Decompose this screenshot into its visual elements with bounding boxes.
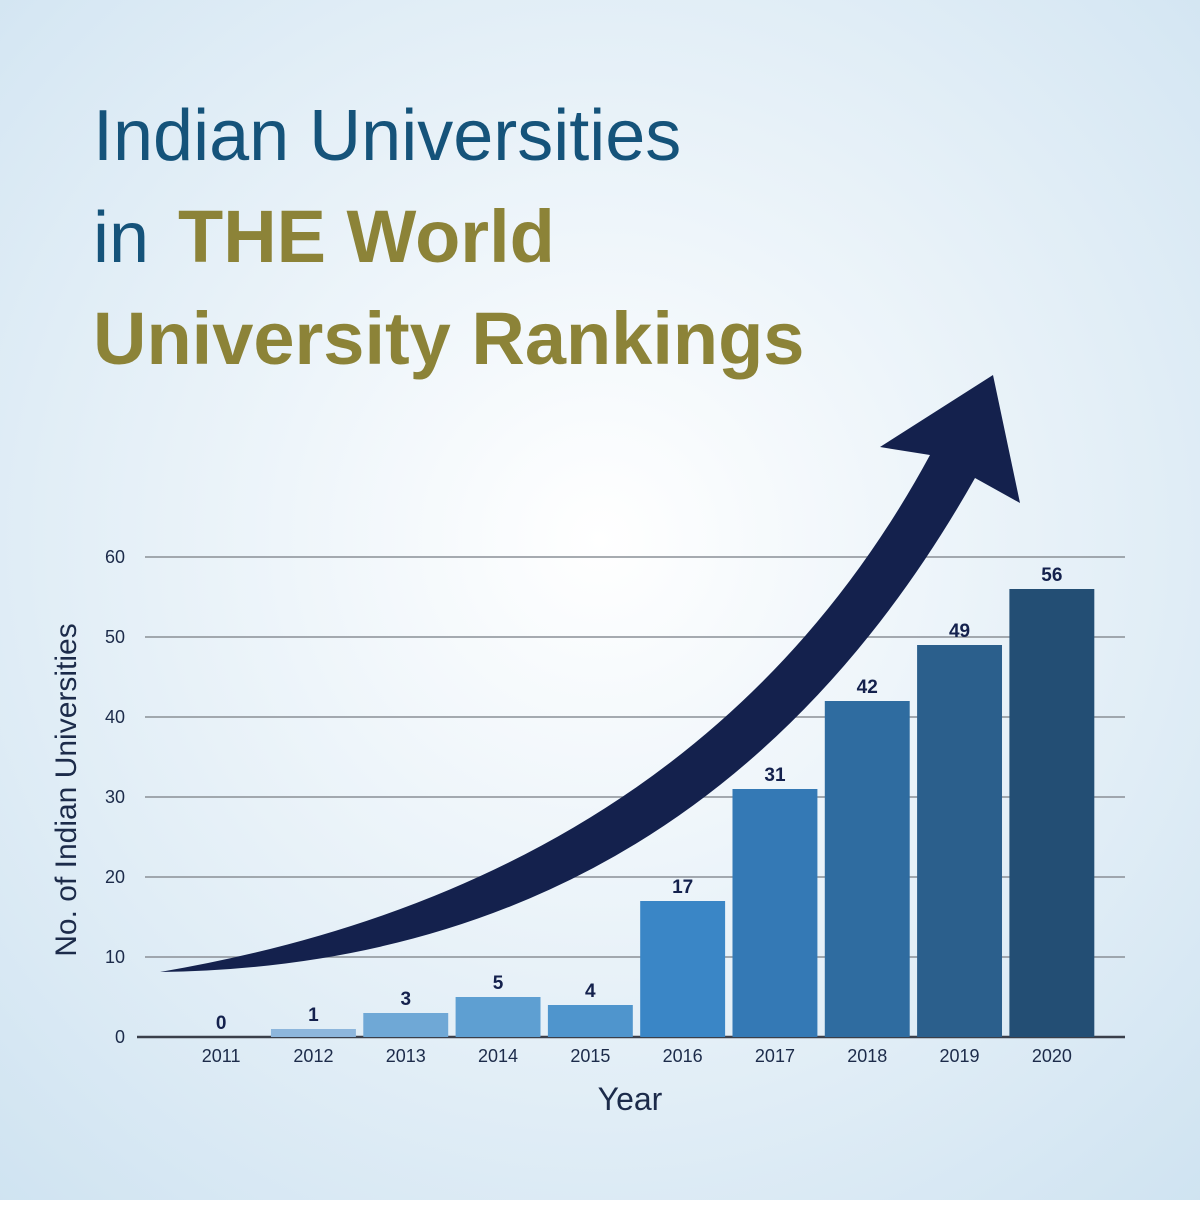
bar (270, 1029, 356, 1037)
bar (824, 701, 910, 1037)
value-label: 0 (216, 1013, 227, 1034)
x-tick-label: 2018 (847, 1046, 887, 1066)
y-tick-label: 0 (115, 1027, 125, 1047)
y-tick-label: 60 (105, 547, 125, 567)
y-tick-label: 30 (105, 787, 125, 807)
value-label: 49 (949, 621, 970, 642)
bar (917, 645, 1003, 1037)
y-tick-label: 20 (105, 867, 125, 887)
bar (732, 789, 818, 1037)
plot: 0 10 20 30 40 50 60 2011 0 2012 1 2013 3 2014 5 2015 4 20… (105, 547, 1125, 1066)
x-tick-label: 2014 (478, 1046, 518, 1066)
y-tick-label: 40 (105, 707, 125, 727)
bar (1009, 589, 1095, 1037)
bar (640, 901, 726, 1037)
trend-arrow (160, 375, 1020, 972)
x-tick-label: 2019 (940, 1046, 980, 1066)
y-tick-label: 10 (105, 947, 125, 967)
value-label: 5 (493, 973, 504, 994)
bar (455, 997, 541, 1037)
value-label: 1 (308, 1005, 319, 1026)
x-tick-label: 2017 (755, 1046, 795, 1066)
value-label: 4 (585, 981, 596, 1002)
x-tick-label: 2012 (293, 1046, 333, 1066)
chart-title: University Rankings (93, 297, 804, 380)
x-tick-label: 2011 (202, 1046, 241, 1066)
bar (547, 1005, 633, 1037)
bar (363, 1013, 449, 1037)
value-label: 17 (672, 877, 693, 898)
x-tick-label: 2015 (570, 1046, 610, 1066)
x-tick-label: 2016 (663, 1046, 703, 1066)
x-tick-label: 2020 (1032, 1046, 1072, 1066)
y-axis-label: No. of Indian Universities (50, 623, 83, 957)
value-label: 31 (764, 765, 786, 786)
value-label: 42 (857, 677, 878, 698)
chart-title: Indian Universities (93, 96, 681, 176)
chart-title: in (93, 198, 149, 278)
y-tick-label: 50 (105, 627, 125, 647)
chart-title: THE World (178, 195, 555, 278)
value-label: 56 (1041, 565, 1062, 586)
x-tick-label: 2013 (386, 1046, 426, 1066)
x-axis-label: Year (598, 1081, 663, 1117)
value-label: 3 (400, 989, 411, 1010)
